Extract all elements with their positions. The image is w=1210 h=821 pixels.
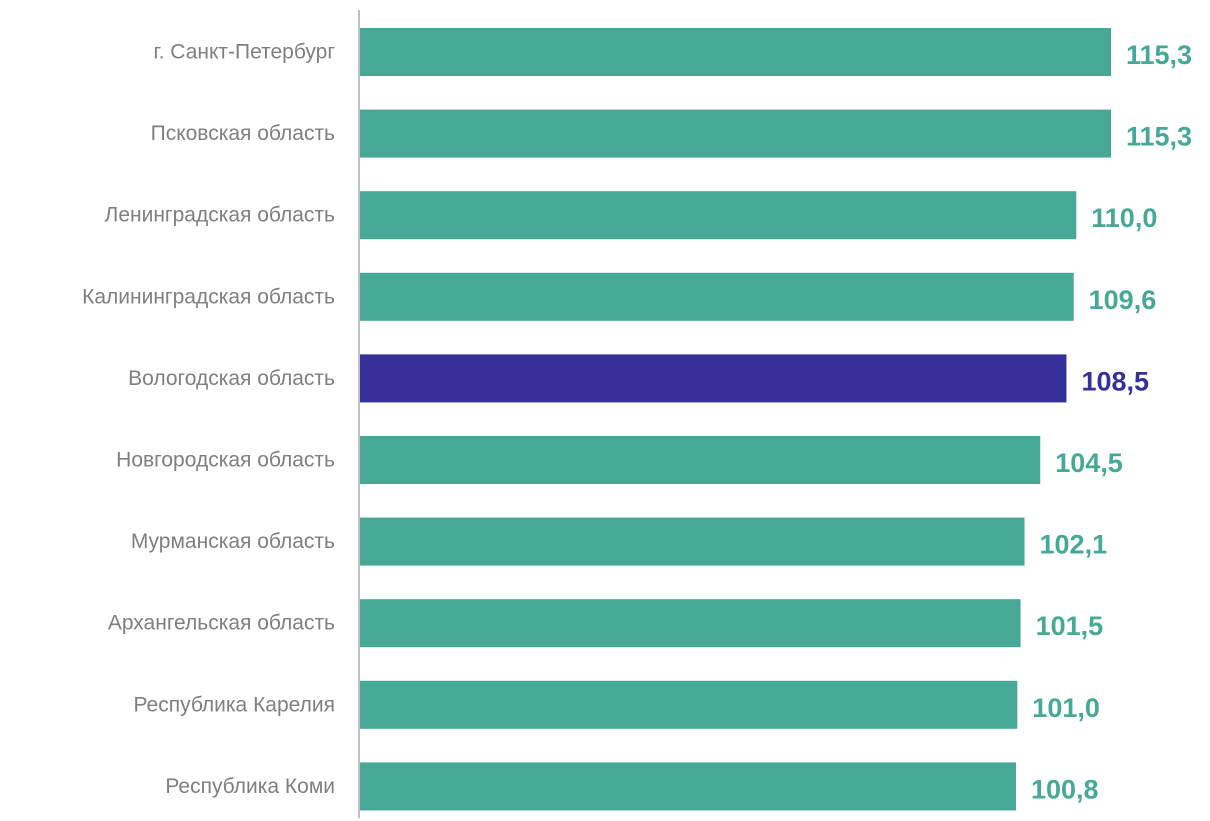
data-label: 102,1	[1040, 530, 1108, 560]
category-label: Калининградская область	[82, 285, 335, 308]
data-label: 104,5	[1055, 448, 1123, 478]
bar	[359, 436, 1041, 484]
bar	[359, 354, 1067, 403]
category-label: Вологодская область	[128, 367, 335, 390]
category-label: г. Санкт-Петербург	[154, 41, 336, 64]
category-label: Ленинградская область	[105, 204, 336, 227]
bar	[359, 680, 1018, 729]
data-label: 110,0	[1091, 203, 1157, 233]
bar	[359, 517, 1025, 566]
data-label: 100,8	[1031, 774, 1099, 804]
data-label: 101,0	[1032, 693, 1100, 723]
data-label: 108,5	[1081, 366, 1149, 396]
bar	[359, 762, 1016, 811]
category-label: Мурманская область	[131, 530, 335, 553]
bar	[359, 191, 1077, 240]
category-labels-group: г. Санкт-Петербург Псковская область Ленин…	[82, 41, 335, 798]
data-label: 115,3	[1126, 122, 1192, 152]
bar	[359, 272, 1074, 321]
bar	[359, 28, 1111, 76]
bars-group	[359, 28, 1111, 811]
data-label: 109,6	[1089, 285, 1157, 315]
data-label: 101,5	[1036, 611, 1104, 641]
category-label: Республика Карелия	[133, 693, 335, 716]
category-label: Республика Коми	[165, 775, 335, 798]
category-label: Архангельская область	[108, 612, 335, 635]
value-labels-group: 115,3 115,3 110,0 109,6 108,5 104,5 102,1 101,5…	[1031, 40, 1192, 804]
bar	[359, 599, 1021, 648]
bar	[359, 109, 1111, 158]
data-label: 115,3	[1126, 40, 1192, 70]
category-label: Новгородская область	[116, 449, 335, 472]
category-label: Псковская область	[151, 122, 335, 145]
